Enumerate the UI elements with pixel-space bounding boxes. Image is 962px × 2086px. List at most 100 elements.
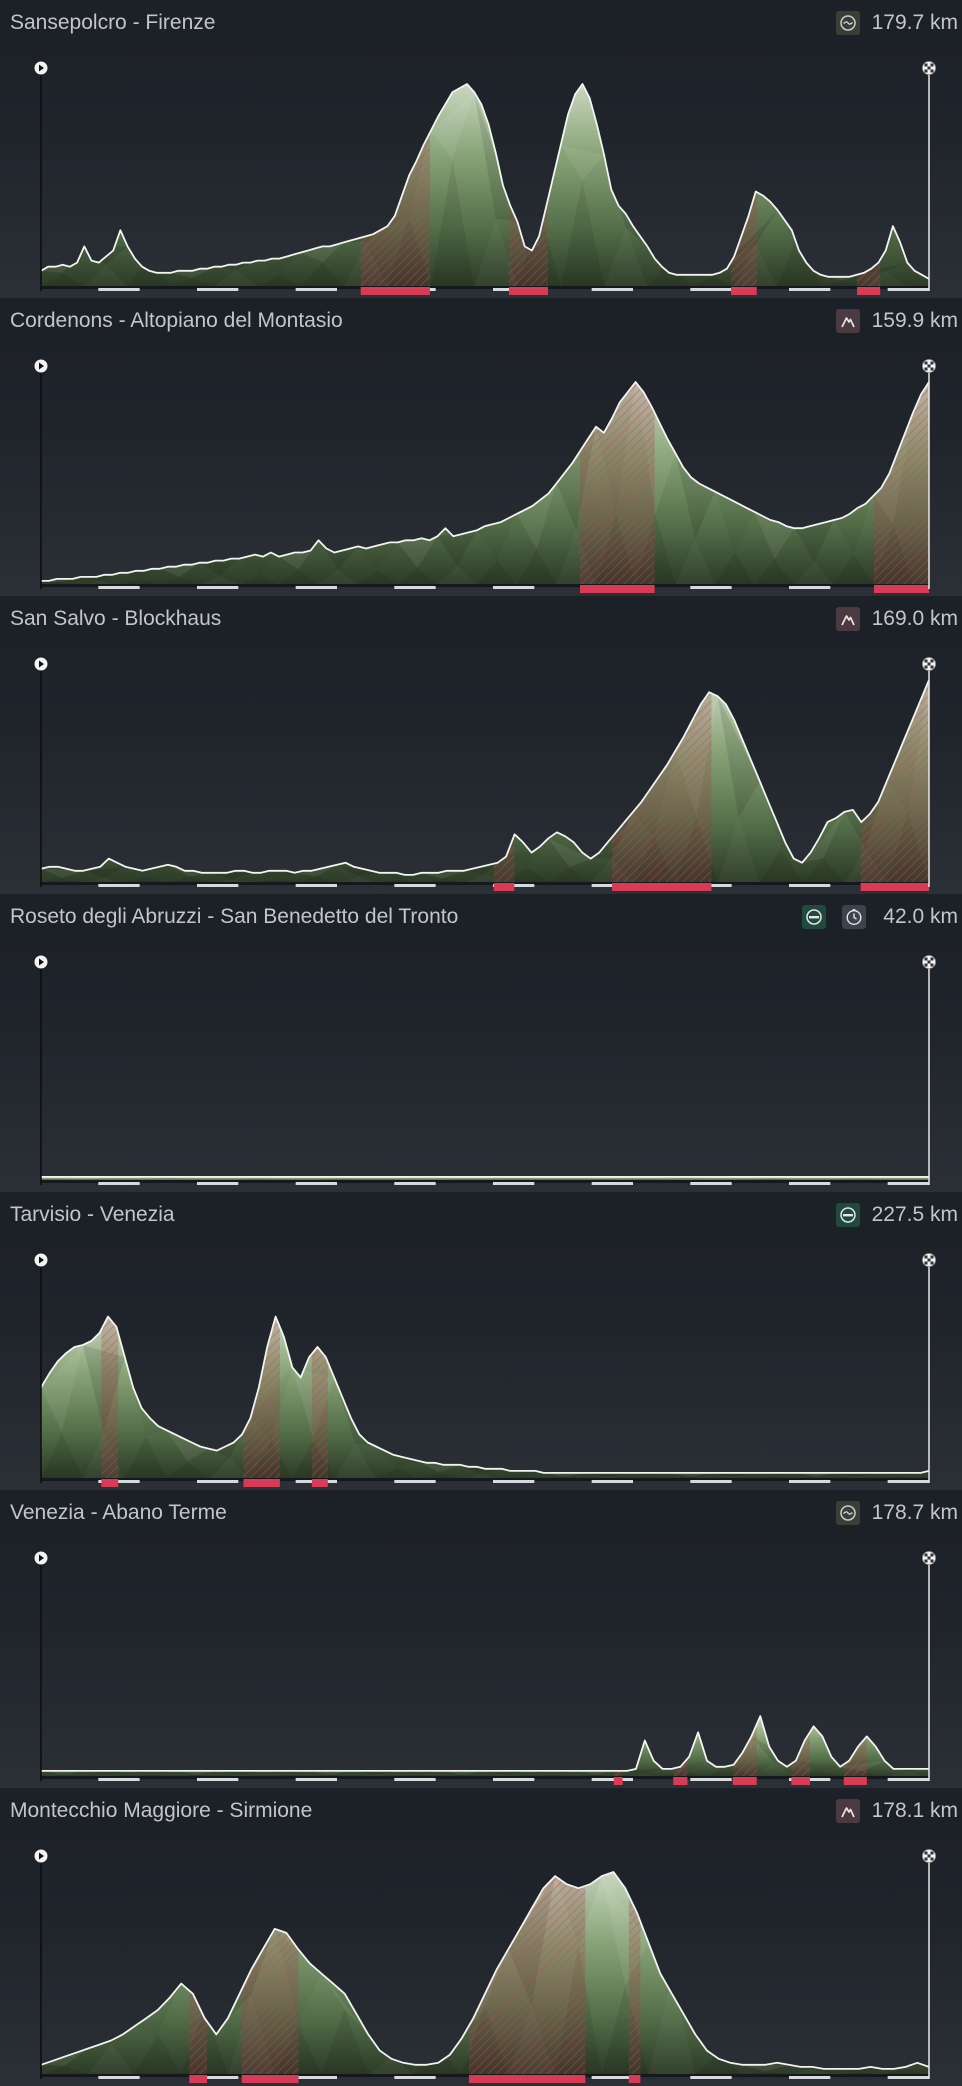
stage-distance: 227.5 km — [871, 1203, 958, 1226]
climb-marker-5[interactable] — [843, 1777, 867, 1785]
elevation-profile — [34, 1253, 936, 1487]
time-trial-badge — [842, 905, 866, 929]
finish-flag-icon — [922, 1253, 936, 1267]
start-icon — [34, 955, 48, 969]
stage-meta: 178.1 km — [835, 1797, 958, 1825]
climb-hatch-2 — [508, 84, 549, 287]
stage-type-badges — [835, 1799, 862, 1823]
climb-hatch-3 — [311, 1316, 328, 1479]
stage-type-badges — [835, 607, 862, 631]
climb-marker-1[interactable] — [580, 585, 655, 593]
km-scale — [98, 1480, 929, 1483]
elevation-profile — [34, 359, 936, 593]
stage-type-badges — [835, 1203, 862, 1227]
stage-card-7[interactable]: Montecchio Maggiore - Sirmione 178.1 km — [0, 1788, 962, 2086]
stage-card-2[interactable]: Cordenons - Altopiano del Montasio 159.9… — [0, 298, 962, 596]
start-icon — [34, 359, 48, 373]
climb-marker-3[interactable] — [732, 1777, 757, 1785]
stage-card-3[interactable]: San Salvo - Blockhaus 169.0 km — [0, 596, 962, 894]
start-icon — [34, 61, 48, 75]
climb-hatch-4 — [857, 84, 881, 287]
climb-marker-1[interactable] — [613, 1777, 623, 1785]
climb-hatch-2 — [873, 382, 929, 585]
stage-title: Tarvisio - Venezia — [10, 1203, 175, 1226]
mountain-badge — [835, 607, 860, 631]
stage-title: Venezia - Abano Terme — [10, 1501, 227, 1524]
stage-header: Roseto degli Abruzzi - San Benedetto del… — [0, 894, 962, 946]
stage-card-4[interactable]: Roseto degli Abruzzi - San Benedetto del… — [0, 894, 962, 1192]
elevation-profile — [34, 955, 936, 1185]
climb-marker-2[interactable] — [873, 585, 929, 593]
climb-hatch-2 — [611, 680, 712, 883]
finish-flag-icon — [922, 657, 936, 671]
climb-hatch-4 — [791, 1716, 811, 1777]
climb-hatch-2 — [673, 1716, 688, 1777]
climb-marker-2[interactable] — [508, 287, 549, 295]
climb-marker-4[interactable] — [791, 1777, 811, 1785]
climb-marker-3[interactable] — [860, 883, 929, 891]
profile-line — [40, 83, 930, 280]
climb-marker-1[interactable] — [189, 2075, 208, 2083]
climb-hatch-5 — [843, 1716, 867, 1777]
climb-marker-2[interactable] — [611, 883, 712, 891]
elevation-profile — [34, 61, 936, 295]
stage-header: Venezia - Abano Terme 178.7 km — [0, 1490, 962, 1542]
climb-hatch-1 — [493, 680, 515, 883]
stage-header: Cordenons - Altopiano del Montasio 159.9… — [0, 298, 962, 350]
climb-hatch-3 — [860, 680, 929, 883]
mountain-badge — [835, 309, 860, 333]
finish-flag-icon — [922, 359, 936, 373]
sprint-badge — [835, 1203, 860, 1227]
km-scale — [98, 1182, 929, 1185]
climb-marker-1[interactable] — [360, 287, 430, 295]
flat-badge — [835, 11, 860, 35]
mountain-icon — [840, 615, 855, 626]
stage-distance: 178.1 km — [871, 1799, 958, 1822]
climb-marker-2[interactable] — [673, 1777, 688, 1785]
climb-marker-1[interactable] — [493, 883, 515, 891]
mountain-icon — [840, 1807, 855, 1818]
stage-card-5[interactable]: Tarvisio - Venezia 227.5 km — [0, 1192, 962, 1490]
stage-title: Roseto degli Abruzzi - San Benedetto del… — [10, 905, 459, 928]
elevation-profile — [34, 1551, 936, 1785]
elevation-profile — [34, 657, 936, 891]
climb-marker-2[interactable] — [243, 1479, 280, 1487]
climb-marker-3[interactable] — [311, 1479, 328, 1487]
stage-meta: 227.5 km — [835, 1201, 958, 1229]
climb-marker-4[interactable] — [857, 287, 881, 295]
stage-title: Sansepolcro - Firenze — [10, 11, 216, 34]
profile-line — [40, 1315, 930, 1474]
stage-title: Montecchio Maggiore - Sirmione — [10, 1799, 313, 1822]
stage-type-badges — [835, 1501, 862, 1525]
climb-marker-2[interactable] — [241, 2075, 299, 2083]
climb-marker-1[interactable] — [101, 1479, 119, 1487]
climb-hatch-3 — [469, 1872, 586, 2075]
stage-distance: 42.0 km — [883, 905, 958, 928]
finish-flag-icon — [922, 1551, 936, 1565]
time-trial-icon — [846, 909, 862, 926]
sprint-badge — [802, 905, 826, 929]
climb-hatch-4 — [628, 1872, 641, 2075]
climb-hatch-1 — [360, 84, 430, 287]
climb-marker-4[interactable] — [628, 2075, 641, 2083]
start-icon — [34, 1253, 48, 1267]
stage-header: Tarvisio - Venezia 227.5 km — [0, 1192, 962, 1244]
stage-card-6[interactable]: Venezia - Abano Terme 178.7 km — [0, 1490, 962, 1788]
climb-marker-3[interactable] — [469, 2075, 586, 2083]
climb-hatch-3 — [730, 84, 757, 287]
stage-meta: 178.7 km — [835, 1499, 958, 1527]
climb-hatch-1 — [580, 382, 655, 585]
climb-marker-3[interactable] — [730, 287, 757, 295]
finish-flag-icon — [922, 1849, 936, 1863]
sprint-icon — [806, 909, 822, 925]
elevation-profile — [34, 1849, 936, 2083]
stage-distance: 169.0 km — [871, 607, 958, 630]
climb-hatch-1 — [101, 1316, 119, 1479]
stage-card-1[interactable]: Sansepolcro - Firenze 179.7 km — [0, 0, 962, 298]
profile-line — [41, 1715, 929, 1772]
climb-hatch-1 — [613, 1716, 623, 1777]
stage-meta: 42.0 km — [802, 903, 958, 931]
stage-meta: 159.9 km — [835, 307, 958, 335]
stage-type-badges — [802, 905, 868, 929]
stage-header: Sansepolcro - Firenze 179.7 km — [0, 0, 962, 52]
